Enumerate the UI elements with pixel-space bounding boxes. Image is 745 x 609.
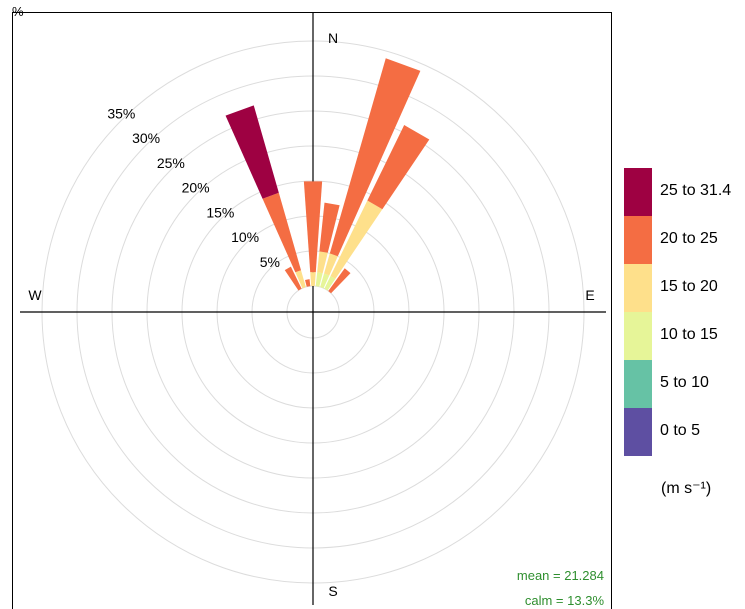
ring-label: 10%: [231, 229, 259, 245]
sector-0-segment: [310, 272, 316, 287]
legend-label: 25 to 31.4: [660, 182, 732, 199]
sector-0-segment: [303, 181, 323, 273]
ring-label: 35%: [107, 105, 135, 121]
mean-label: mean = 21.284: [517, 568, 604, 583]
sector-10-segment: [317, 251, 328, 274]
ring-label: 25%: [157, 155, 185, 171]
compass-west-label: W: [28, 287, 42, 303]
sector-10-segment: [319, 202, 340, 253]
sector-20-segment: [320, 273, 330, 289]
legend-units: (m s⁻¹): [661, 480, 712, 497]
legend-label: 20 to 25: [660, 230, 718, 247]
legend-item-5-to-10: 5 to 10: [624, 360, 745, 408]
ring-label: 5%: [260, 254, 280, 270]
ring-label: 15%: [206, 204, 234, 220]
legend-label: 5 to 10: [660, 374, 709, 391]
legend-swatch: [624, 216, 652, 264]
ring-label: 30%: [132, 130, 160, 146]
legend-label: 0 to 5: [660, 422, 701, 439]
legend-swatch: [624, 312, 652, 360]
sector-40-segment: [328, 268, 351, 294]
plot-frame: [12, 12, 612, 609]
legend-swatch: [624, 360, 652, 408]
legend-swatch: [624, 168, 652, 216]
sector-20-segment: [324, 253, 338, 276]
sector-20-segment: [329, 58, 421, 257]
legend-label: 10 to 15: [660, 326, 718, 343]
legend-item-15-to-20: 15 to 20: [624, 264, 745, 312]
legend-item-25-to-31.4: 25 to 31.4: [624, 168, 745, 216]
compass-east-label: E: [585, 287, 594, 303]
legend-label: 15 to 20: [660, 278, 718, 295]
sector-30-segment: [324, 276, 336, 291]
sector-30-segment: [330, 200, 383, 279]
legend-item-20-to-25: 20 to 25: [624, 216, 745, 264]
sector-30-segment: [367, 125, 430, 210]
legend-swatch: [624, 408, 652, 456]
legend-item-10-to-15: 10 to 15: [624, 312, 745, 360]
ring-label: 20%: [182, 180, 210, 196]
sector-330-segment: [284, 266, 302, 291]
compass-north-label: N: [328, 30, 338, 46]
sector-340-segment: [225, 105, 279, 199]
sector-340-segment: [295, 270, 306, 289]
calm-label: calm = 13.3%: [525, 593, 605, 608]
compass-south-label: S: [328, 583, 337, 599]
sector-350-segment: [305, 279, 311, 287]
axis-unit-label: %: [12, 4, 24, 19]
sector-10-segment: [315, 272, 323, 287]
legend-item-0-to-5: 0 to 5: [624, 408, 745, 456]
sector-340-segment: [262, 192, 302, 273]
legend-swatch: [624, 264, 652, 312]
